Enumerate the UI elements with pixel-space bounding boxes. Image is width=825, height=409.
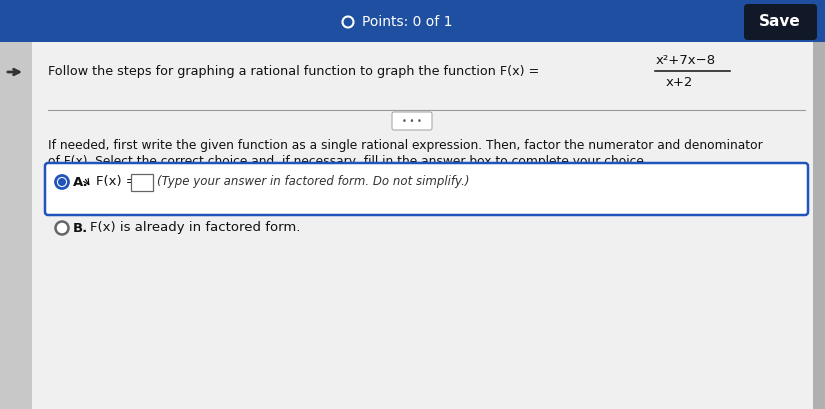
Text: F(x) =: F(x) =: [96, 175, 137, 189]
Text: B.: B.: [73, 222, 88, 234]
Circle shape: [55, 175, 68, 189]
Text: (Type your answer in factored form. Do not simplify.): (Type your answer in factored form. Do n…: [157, 175, 469, 189]
FancyBboxPatch shape: [744, 4, 817, 40]
Text: A.: A.: [73, 175, 88, 189]
FancyBboxPatch shape: [0, 0, 825, 42]
Text: • • •: • • •: [402, 117, 422, 126]
FancyBboxPatch shape: [813, 42, 825, 409]
Text: Save: Save: [759, 14, 801, 29]
Text: x+2: x+2: [666, 76, 693, 90]
Text: If needed, first write the given function as a single rational expression. Then,: If needed, first write the given functio…: [48, 139, 763, 153]
Circle shape: [58, 178, 66, 186]
Text: F(x) is already in factored form.: F(x) is already in factored form.: [90, 222, 300, 234]
FancyBboxPatch shape: [392, 112, 432, 130]
Text: x²+7x−8: x²+7x−8: [656, 54, 716, 67]
FancyBboxPatch shape: [131, 174, 153, 191]
FancyBboxPatch shape: [32, 42, 825, 409]
FancyBboxPatch shape: [45, 163, 808, 215]
FancyBboxPatch shape: [0, 42, 32, 409]
Circle shape: [55, 222, 68, 234]
Text: Points: 0 of 1: Points: 0 of 1: [362, 15, 452, 29]
Text: Follow the steps for graphing a rational function to graph the function F(x) =: Follow the steps for graphing a rational…: [48, 65, 540, 79]
Text: of F(x). Select the correct choice and, if necessary, fill in the answer box to : of F(x). Select the correct choice and, …: [48, 155, 648, 169]
